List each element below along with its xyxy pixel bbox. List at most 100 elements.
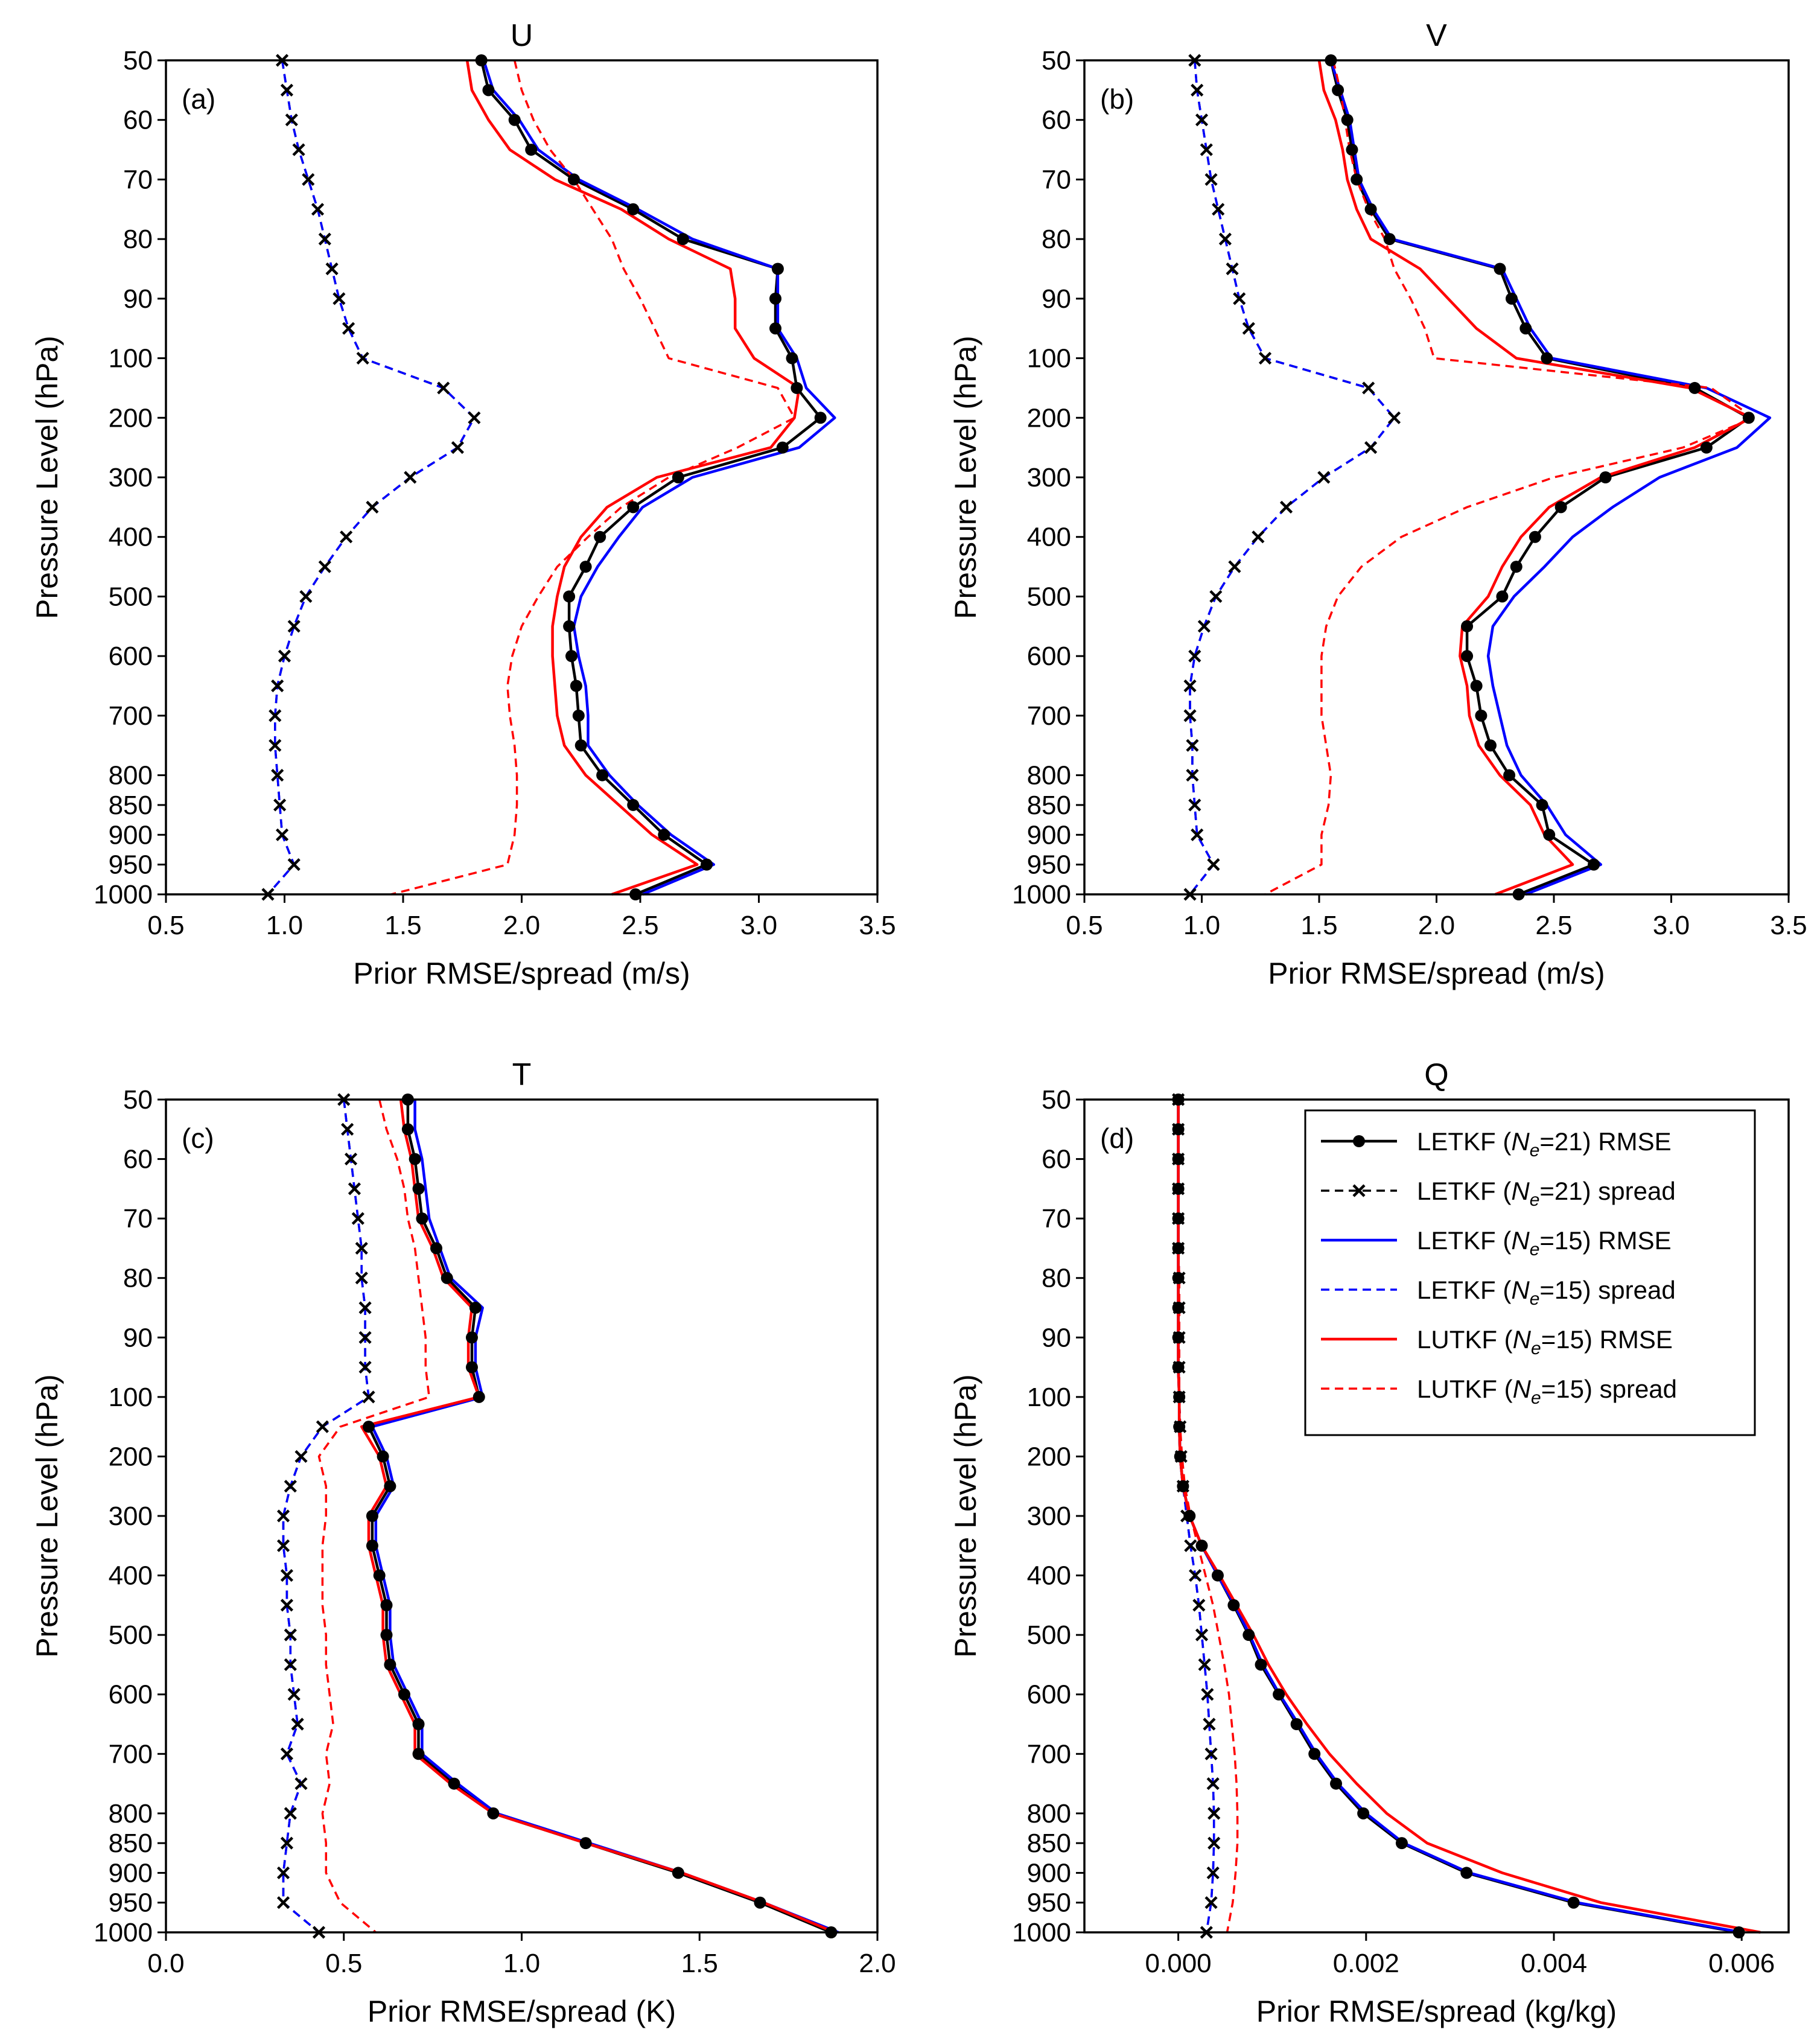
y-tick-label: 500 (1027, 582, 1071, 611)
data-point-x (1172, 1360, 1186, 1374)
data-point (1742, 412, 1755, 424)
series-group (276, 1093, 839, 1939)
y-tick-label: 1000 (1012, 880, 1071, 909)
data-point (1227, 1599, 1240, 1611)
data-point-x (1186, 768, 1199, 782)
data-point-x (291, 1718, 304, 1731)
data-point (1332, 84, 1344, 97)
data-point-x (284, 1658, 297, 1672)
data-point-x (1174, 1450, 1188, 1463)
data-point (563, 590, 576, 603)
y-tick-label: 400 (109, 523, 153, 552)
y-tick-label: 950 (109, 850, 153, 880)
data-point-x (302, 173, 315, 186)
data-point (627, 798, 640, 811)
data-point-x (318, 560, 331, 573)
data-point (1346, 144, 1358, 156)
data-point (572, 709, 585, 722)
data-point-x (1183, 709, 1197, 722)
y-tick-label: 800 (109, 1799, 153, 1829)
data-point (1510, 561, 1522, 573)
legend-label: LETKF (Ne=21) spread (1417, 1177, 1676, 1210)
data-point (441, 1272, 453, 1284)
x-tick-label: 1.5 (681, 1949, 718, 1978)
y-tick-label: 850 (109, 1829, 153, 1858)
x-axis-label: Prior RMSE/spread (m/s) (353, 957, 690, 990)
x-tick-label: 2.5 (1535, 911, 1572, 940)
data-point (377, 1450, 389, 1463)
data-point-x (356, 351, 369, 365)
data-point (366, 1510, 378, 1522)
data-point (574, 739, 587, 752)
y-tick-label: 60 (123, 1145, 153, 1174)
data-point (1211, 1569, 1224, 1582)
data-point-x (1204, 1896, 1218, 1909)
data-point (1461, 620, 1474, 632)
x-axis-label: Prior RMSE/spread (m/s) (1268, 957, 1605, 990)
y-axis-label: Pressure Level (hPa) (30, 336, 64, 619)
x-tick-label: 0.5 (1066, 911, 1102, 940)
data-point-x (269, 709, 282, 722)
series-line (371, 1100, 839, 1934)
series-line (267, 60, 476, 896)
data-point (412, 1718, 425, 1730)
x-tick-label: 0.0 (147, 1949, 184, 1978)
data-point-x (292, 143, 305, 156)
y-tick-label: 70 (123, 165, 153, 194)
data-point-x (340, 530, 353, 544)
data-point (1554, 501, 1567, 514)
panel-label: (c) (182, 1122, 214, 1154)
legend-item: LUTKF (Ne=15) RMSE (1321, 1325, 1673, 1358)
y-tick-label: 600 (109, 642, 153, 671)
legend-symbol: N (1511, 1276, 1530, 1304)
y-tick-label: 850 (1027, 1829, 1071, 1858)
data-point-x (287, 858, 301, 871)
data-point-x (1172, 1390, 1186, 1404)
data-point-x (1191, 828, 1204, 841)
data-point-x (351, 1212, 364, 1225)
y-tick-label: 900 (109, 820, 153, 850)
data-point-x (1201, 1688, 1214, 1701)
y-axis-label: Pressure Level (hPa) (949, 336, 982, 619)
data-point (1519, 322, 1532, 335)
legend-symbol: N (1511, 1177, 1530, 1205)
legend-symbol: N (1511, 1226, 1530, 1255)
series-group (261, 54, 836, 901)
data-point-x (294, 1777, 308, 1791)
data-point-x (1172, 1272, 1186, 1285)
data-point (448, 1777, 460, 1790)
data-point-x (299, 590, 313, 603)
data-point-x (276, 1866, 290, 1880)
legend-subscript: e (1530, 1240, 1540, 1259)
y-tick-label: 70 (1042, 165, 1071, 194)
data-point (1330, 1777, 1343, 1790)
data-point-x (276, 1509, 290, 1523)
x-tick-label: 1.5 (1300, 911, 1337, 940)
series-line (1189, 60, 1396, 896)
data-point-x (451, 441, 464, 454)
data-point-x (332, 292, 346, 305)
x-tick-label: 3.0 (740, 911, 777, 940)
data-point-x (1174, 1420, 1187, 1433)
y-tick-label: 60 (123, 106, 153, 135)
data-point (627, 203, 640, 215)
data-point (701, 858, 713, 871)
data-point-x (285, 113, 298, 127)
legend-symbol: N (1513, 1375, 1532, 1403)
series-line (282, 1099, 370, 1934)
x-tick-label: 3.0 (1653, 911, 1690, 940)
data-point-x (344, 1152, 358, 1166)
y-tick-label: 200 (109, 403, 153, 433)
data-point-x (280, 1836, 294, 1850)
x-tick-label: 0.006 (1708, 1949, 1775, 1978)
y-tick-label: 400 (1027, 523, 1071, 552)
data-point (1541, 352, 1553, 365)
data-point (430, 1242, 443, 1255)
data-point (567, 173, 580, 186)
series-group (1172, 1093, 1761, 1939)
legend-subscript: e (1531, 1388, 1541, 1408)
data-point (472, 1390, 485, 1403)
x-tick-label: 1.0 (503, 1949, 540, 1978)
y-tick-label: 700 (1027, 701, 1071, 731)
chart-panel-t: T 50 60 70 80 90 100 200 300 400 500 600 700 80085090… (30, 1057, 896, 2028)
